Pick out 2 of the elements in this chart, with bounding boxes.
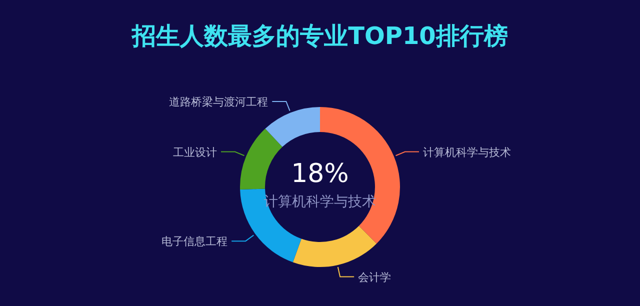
annotation: 18% [291,159,349,189]
title: 招生人数最多的专业TOP10排行榜 [132,22,508,50]
